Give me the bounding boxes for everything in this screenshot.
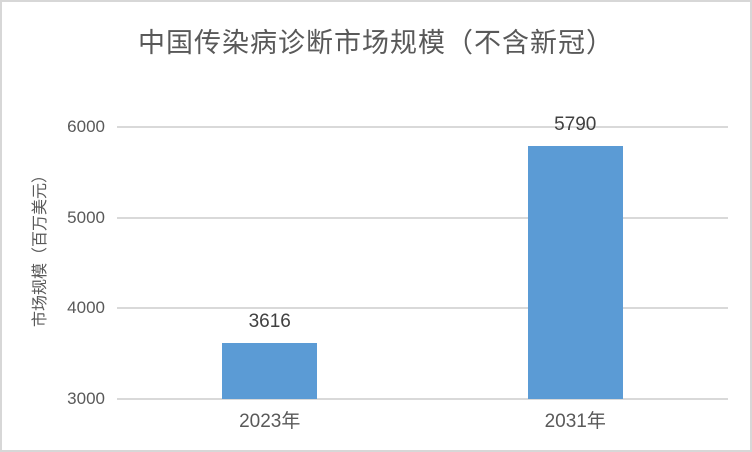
y-axis-title: 市场规模（百万美元） [32,167,49,328]
bar [527,146,623,399]
gridline-y-4000 [117,307,728,310]
bar-value-label: 5790 [554,114,597,136]
bar-value-label: 3616 [248,311,291,333]
gridline-y-3000 [117,398,728,400]
x-category-label: 2023年 [239,411,301,432]
y-tick-label: 6000 [67,117,105,136]
gridline-y-6000 [117,126,728,128]
x-category-label: 2031年 [544,411,606,432]
chart-title: 中国传染病诊断市场规模（不含新冠） [138,28,614,58]
gridline-y-5000 [117,216,728,219]
bar [222,343,318,399]
y-tick-label: 3000 [67,389,105,408]
y-tick-label: 4000 [67,298,105,318]
y-tick-label: 5000 [67,207,105,227]
